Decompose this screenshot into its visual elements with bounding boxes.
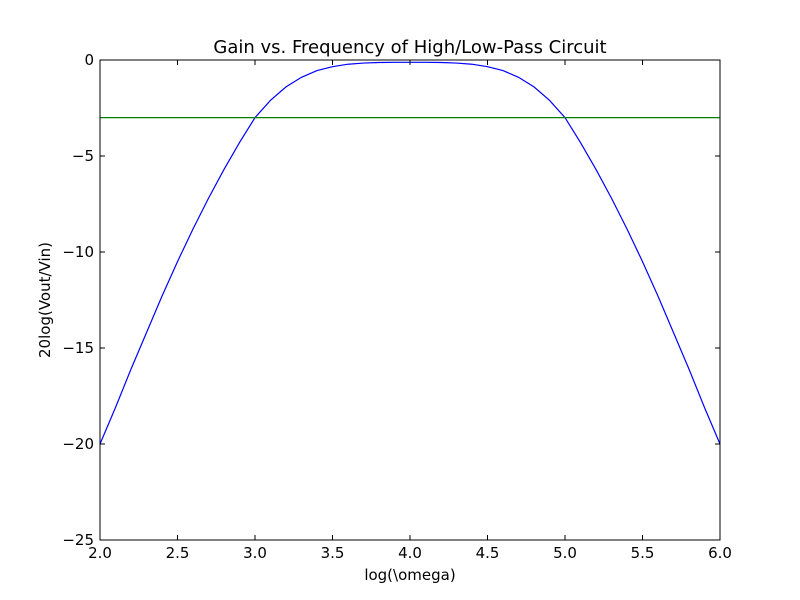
x-tick-label: 4.5 bbox=[476, 544, 500, 562]
x-axis-label: log(\omega) bbox=[364, 566, 455, 584]
x-tick-label: 6.0 bbox=[708, 544, 732, 562]
plot-frame bbox=[99, 59, 721, 541]
x-tick-label: 2.0 bbox=[88, 544, 112, 562]
y-tick-label: −15 bbox=[62, 339, 94, 357]
x-tick-label: 3.5 bbox=[321, 544, 345, 562]
y-axis-label: 20log(Vout/Vin) bbox=[36, 242, 54, 358]
y-tick-label: 0 bbox=[84, 51, 94, 69]
x-tick-label: 3.0 bbox=[243, 544, 267, 562]
axis-ticks: 2.0 2.5 3.0 3.5 4.0 4.5 5.0 5.5 6.0 0 −5 −10 −15 −20 −… bbox=[62, 51, 732, 562]
y-tick-label: −5 bbox=[72, 147, 94, 165]
x-tick-label: 5.5 bbox=[631, 544, 655, 562]
x-tick-label: 4.0 bbox=[398, 544, 422, 562]
y-tick-label: −20 bbox=[62, 435, 94, 453]
y-tick-label: −10 bbox=[62, 243, 94, 261]
x-tick-label: 5.0 bbox=[553, 544, 577, 562]
chart-title: Gain vs. Frequency of High/Low-Pass Circ… bbox=[213, 37, 606, 58]
y-tick-label: −25 bbox=[62, 531, 94, 549]
x-tick-label: 2.5 bbox=[166, 544, 190, 562]
